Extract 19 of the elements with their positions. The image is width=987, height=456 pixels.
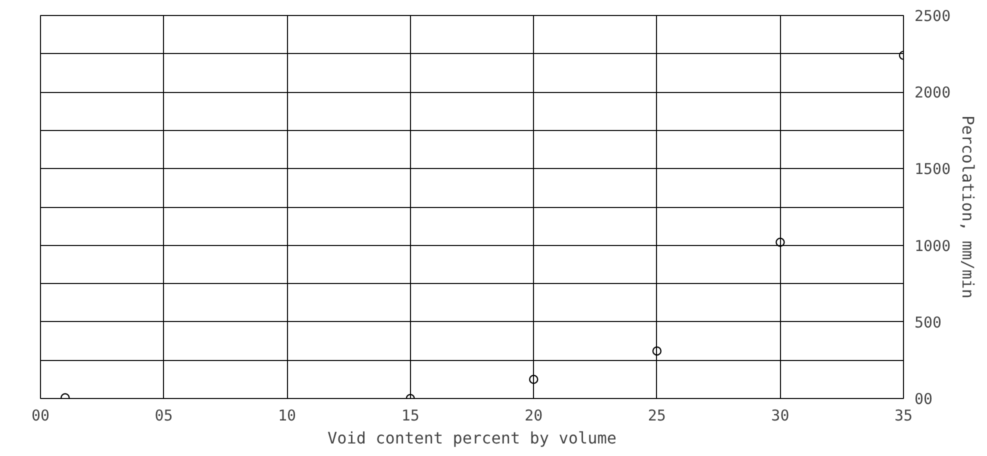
- y-tick-label: 1000: [914, 236, 951, 255]
- point: [776, 238, 785, 247]
- y-tick-label: 500: [914, 313, 942, 332]
- x-tick-label: 15: [401, 406, 420, 424]
- x-tick-label: 05: [154, 406, 173, 424]
- x-tick-label: 25: [648, 406, 666, 424]
- x-tick-label: 30: [771, 406, 790, 424]
- y-tick-label: 1500: [914, 160, 951, 178]
- x-tick-label: 10: [278, 406, 296, 424]
- point: [652, 346, 662, 356]
- y-tick-label: 2500: [914, 7, 951, 25]
- point: [529, 374, 538, 384]
- y-tick-label: 00: [914, 390, 933, 408]
- x-tick-label: 35: [894, 406, 913, 424]
- y-tick-label: 2000: [914, 84, 951, 102]
- x-tick-label: 00: [31, 406, 50, 424]
- y-axis-title: Percolation, mm/min: [958, 115, 978, 299]
- x-axis-title: Void content percent by volume: [328, 428, 616, 448]
- x-tick-label: 20: [524, 406, 543, 424]
